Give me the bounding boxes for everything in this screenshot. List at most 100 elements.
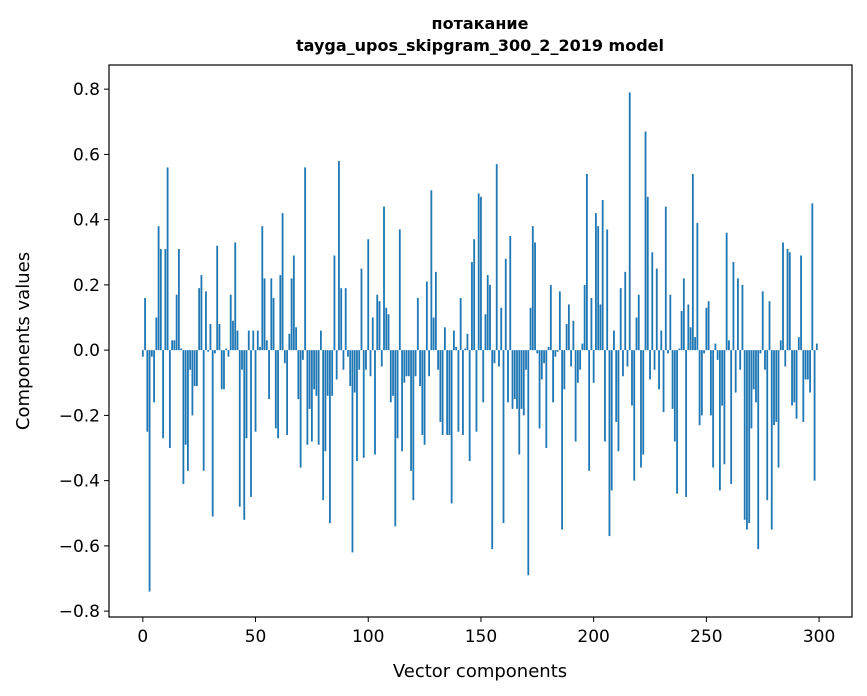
bar	[292, 255, 295, 351]
bar	[597, 226, 600, 351]
bar	[148, 350, 151, 592]
bar	[186, 350, 189, 471]
bar	[475, 350, 478, 432]
bar	[610, 350, 613, 491]
bar	[813, 350, 816, 481]
bar	[700, 350, 703, 416]
bar	[446, 350, 449, 435]
bar	[786, 249, 789, 351]
bar	[290, 278, 293, 351]
bar	[234, 242, 237, 351]
bar	[297, 350, 300, 400]
bar	[764, 350, 766, 370]
bar	[301, 350, 304, 360]
bar	[166, 167, 169, 351]
bar	[576, 350, 579, 383]
bar	[685, 350, 687, 497]
bar	[730, 350, 733, 484]
bar	[651, 252, 654, 351]
y-tick-label: 0.0	[73, 341, 100, 361]
bar	[466, 333, 469, 351]
bar	[768, 301, 771, 351]
bar	[809, 350, 811, 393]
bar	[800, 255, 802, 351]
bar	[687, 304, 690, 351]
bar	[613, 330, 615, 351]
bar	[238, 350, 241, 507]
bar	[439, 350, 442, 422]
bar	[649, 350, 651, 380]
bar	[723, 350, 726, 465]
bar	[574, 350, 577, 442]
bar	[525, 350, 527, 370]
bar	[473, 239, 476, 351]
bar	[583, 284, 586, 351]
bar	[369, 350, 372, 377]
bar	[534, 242, 536, 351]
bar	[376, 294, 379, 351]
bar	[728, 340, 730, 351]
bar	[322, 350, 325, 501]
bar	[331, 350, 334, 396]
bar	[511, 350, 514, 409]
bar	[567, 304, 570, 351]
bar	[324, 350, 327, 452]
bar	[558, 291, 561, 351]
bar	[570, 350, 573, 367]
bar	[572, 320, 575, 351]
bar	[696, 222, 699, 351]
x-tick-label: 250	[690, 627, 722, 647]
bar	[430, 190, 433, 351]
y-tick-label: −0.4	[59, 472, 100, 492]
bar	[703, 350, 706, 354]
bar	[707, 301, 710, 351]
bar	[347, 350, 349, 357]
bar	[802, 350, 805, 422]
bar	[177, 249, 180, 351]
bar	[241, 350, 243, 370]
bar	[604, 350, 606, 442]
x-tick-label: 50	[245, 627, 267, 647]
bar	[775, 350, 778, 422]
bar	[658, 350, 660, 390]
bar	[689, 327, 692, 351]
bar	[626, 350, 629, 367]
x-tick-label: 150	[465, 627, 497, 647]
bar	[457, 350, 460, 432]
bar	[274, 350, 277, 429]
x-tick-label: 0	[137, 627, 148, 647]
bar	[279, 275, 282, 351]
bar	[236, 330, 239, 351]
bar	[403, 350, 406, 383]
bar	[198, 288, 201, 351]
bar	[362, 350, 365, 458]
bar	[615, 350, 618, 422]
bar	[252, 330, 255, 351]
bar	[437, 350, 440, 370]
bar	[299, 350, 302, 468]
bar	[349, 350, 352, 387]
bar	[737, 278, 739, 351]
bar	[608, 350, 611, 537]
bar	[606, 229, 609, 351]
bar	[434, 271, 437, 351]
bar	[218, 324, 221, 351]
bar	[538, 350, 541, 429]
bars-group	[141, 92, 818, 592]
bar	[484, 314, 487, 351]
bar	[410, 350, 412, 471]
bar	[261, 226, 264, 351]
bar	[295, 327, 298, 351]
bar	[214, 350, 216, 354]
bar	[432, 317, 435, 351]
bar	[351, 350, 354, 553]
bar	[709, 350, 712, 416]
bar	[378, 301, 381, 351]
bar	[333, 255, 336, 351]
bar	[272, 297, 275, 351]
bar	[619, 288, 622, 351]
bar	[477, 193, 480, 351]
bar	[671, 350, 674, 409]
bar	[455, 346, 458, 351]
bar	[595, 213, 597, 351]
